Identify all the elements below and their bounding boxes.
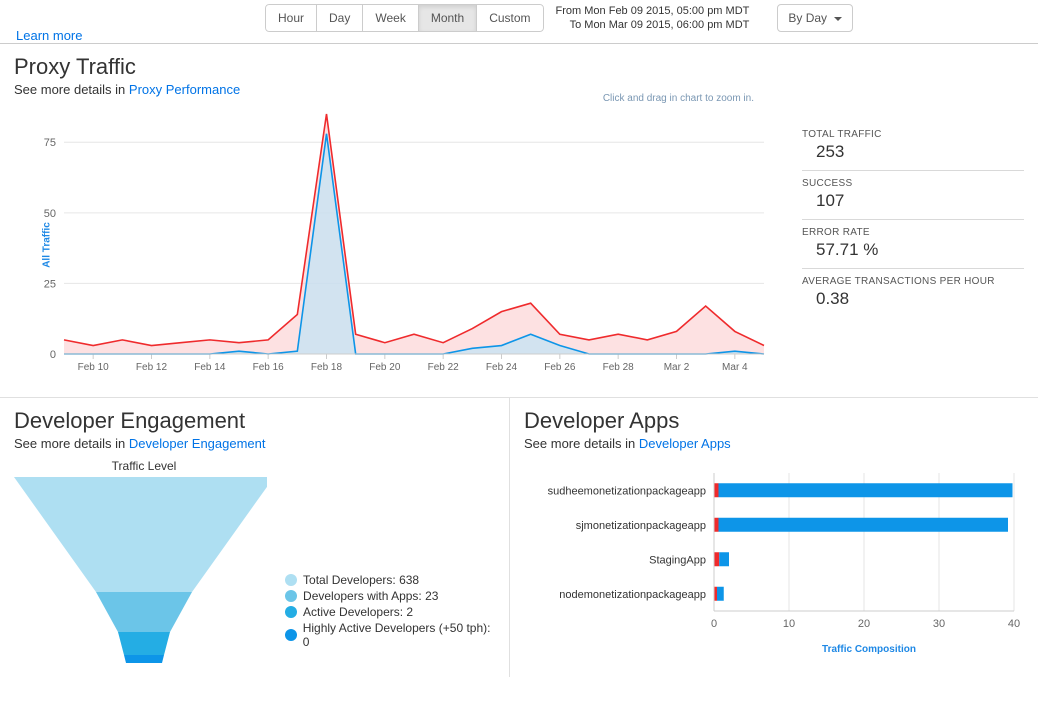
apps-seemore: See more details in Developer Apps xyxy=(524,436,1024,451)
apps-seemore-prefix: See more details in xyxy=(524,436,639,451)
legend-swatch xyxy=(285,629,297,641)
byday-label: By Day xyxy=(788,11,827,25)
granularity-selector: By Day xyxy=(777,4,853,32)
proxy-seemore-prefix: See more details in xyxy=(14,82,129,97)
stat-label: TOTAL TRAFFIC xyxy=(802,129,1024,140)
engagement-title: Developer Engagement xyxy=(14,408,495,434)
svg-text:sudheemonetizationpackageapp: sudheemonetizationpackageapp xyxy=(548,485,706,497)
legend-label: Highly Active Developers (+50 tph): 0 xyxy=(303,621,495,649)
date-to: Mon Mar 09 2015, 06:00 pm MDT xyxy=(584,19,749,31)
svg-text:Feb 20: Feb 20 xyxy=(369,362,401,373)
svg-text:40: 40 xyxy=(1008,618,1020,630)
legend-swatch xyxy=(285,574,297,586)
svg-text:50: 50 xyxy=(44,207,56,219)
legend-swatch xyxy=(285,590,297,602)
stat-block: SUCCESS 107 xyxy=(802,170,1024,219)
date-to-label: To xyxy=(570,19,582,31)
svg-text:75: 75 xyxy=(44,137,56,149)
apps-chart-container: 0 10 20 30 40 sudheemonetizationpackageapp sjm… xyxy=(524,451,1024,655)
proxy-stats: TOTAL TRAFFIC 253 SUCCESS 107 ERROR RATE 57.7… xyxy=(784,104,1024,387)
stat-block: AVERAGE TRANSACTIONS PER HOUR 0.38 xyxy=(802,268,1024,317)
stat-label: SUCCESS xyxy=(802,178,1024,189)
svg-text:Feb 22: Feb 22 xyxy=(428,362,460,373)
topbar: Learn more HourDayWeekMonthCustom From M… xyxy=(0,0,1038,44)
range-hour-button[interactable]: Hour xyxy=(265,4,317,32)
proxy-performance-link[interactable]: Proxy Performance xyxy=(129,82,240,97)
apps-link[interactable]: Developer Apps xyxy=(639,436,731,451)
proxy-traffic-chart[interactable]: 0 25 50 75 Feb 10 Feb 12 Feb 14 Feb 16 Feb 18 Feb… xyxy=(14,104,774,384)
svg-text:Feb 10: Feb 10 xyxy=(78,362,110,373)
apps-xaxis-title: Traffic Composition xyxy=(524,644,1024,655)
proxy-title: Proxy Traffic xyxy=(14,54,1024,80)
funnel-title: Traffic Level xyxy=(14,459,274,473)
svg-text:0: 0 xyxy=(711,618,717,630)
proxy-traffic-section: Proxy Traffic See more details in Proxy … xyxy=(0,44,1038,397)
engagement-seemore-prefix: See more details in xyxy=(14,436,129,451)
svg-text:Feb 14: Feb 14 xyxy=(194,362,226,373)
legend-item: Highly Active Developers (+50 tph): 0 xyxy=(285,621,495,649)
engagement-funnel-chart[interactable] xyxy=(14,477,267,667)
legend-swatch xyxy=(285,606,297,618)
stat-value: 107 xyxy=(802,191,1024,211)
svg-text:10: 10 xyxy=(783,618,795,630)
svg-text:25: 25 xyxy=(44,278,56,290)
svg-text:Feb 18: Feb 18 xyxy=(311,362,343,373)
apps-title: Developer Apps xyxy=(524,408,1024,434)
svg-text:Feb 24: Feb 24 xyxy=(486,362,518,373)
svg-text:Feb 26: Feb 26 xyxy=(544,362,576,373)
svg-text:Feb 16: Feb 16 xyxy=(253,362,285,373)
svg-text:Feb 12: Feb 12 xyxy=(136,362,168,373)
stat-block: ERROR RATE 57.71 % xyxy=(802,219,1024,268)
svg-text:sjmonetizationpackageapp: sjmonetizationpackageapp xyxy=(576,519,706,531)
date-from-label: From xyxy=(556,5,582,17)
funnel-wrap: Total Developers: 638 Developers with App… xyxy=(14,477,495,667)
range-week-button[interactable]: Week xyxy=(362,4,418,32)
engagement-seemore: See more details in Developer Engagement xyxy=(14,436,495,451)
legend-item: Active Developers: 2 xyxy=(285,605,495,619)
stat-block: TOTAL TRAFFIC 253 xyxy=(802,122,1024,170)
legend-label: Developers with Apps: 23 xyxy=(303,589,438,603)
stat-label: AVERAGE TRANSACTIONS PER HOUR xyxy=(802,276,1024,287)
stat-label: ERROR RATE xyxy=(802,227,1024,238)
engagement-link[interactable]: Developer Engagement xyxy=(129,436,266,451)
svg-text:30: 30 xyxy=(933,618,945,630)
svg-text:StagingApp: StagingApp xyxy=(649,554,706,566)
proxy-chart-container: All Traffic 0 25 50 75 Feb 10 Feb 12 Feb 14 Feb… xyxy=(14,104,784,387)
range-day-button[interactable]: Day xyxy=(316,4,363,32)
range-month-button[interactable]: Month xyxy=(418,4,477,32)
legend-item: Total Developers: 638 xyxy=(285,573,495,587)
stat-value: 57.71 % xyxy=(802,240,1024,260)
date-range-display: From Mon Feb 09 2015, 05:00 pm MDT To Mo… xyxy=(556,4,750,33)
legend-item: Developers with Apps: 23 xyxy=(285,589,495,603)
caret-down-icon xyxy=(834,17,842,21)
proxy-ylabel: All Traffic xyxy=(41,222,52,268)
funnel-legend: Total Developers: 638 Developers with App… xyxy=(285,571,495,651)
date-from: Mon Feb 09 2015, 05:00 pm MDT xyxy=(584,5,749,17)
legend-label: Total Developers: 638 xyxy=(303,573,419,587)
byday-button[interactable]: By Day xyxy=(777,4,853,32)
learn-more-link[interactable]: Learn more xyxy=(16,28,82,43)
stat-value: 253 xyxy=(802,142,1024,162)
legend-label: Active Developers: 2 xyxy=(303,605,413,619)
svg-text:20: 20 xyxy=(858,618,870,630)
stat-value: 0.38 xyxy=(802,289,1024,309)
svg-text:Mar 2: Mar 2 xyxy=(664,362,690,373)
svg-text:Mar 4: Mar 4 xyxy=(722,362,748,373)
time-range-group: HourDayWeekMonthCustom xyxy=(265,4,544,32)
svg-text:0: 0 xyxy=(50,349,56,361)
svg-text:Feb 28: Feb 28 xyxy=(603,362,635,373)
range-custom-button[interactable]: Custom xyxy=(476,4,543,32)
apps-panel: Developer Apps See more details in Devel… xyxy=(509,398,1038,677)
engagement-panel: Developer Engagement See more details in… xyxy=(0,398,509,677)
svg-text:nodemonetizationpackageapp: nodemonetizationpackageapp xyxy=(559,588,706,600)
lower-panels: Developer Engagement See more details in… xyxy=(0,397,1038,677)
apps-bar-chart[interactable]: 0 10 20 30 40 sudheemonetizationpackageapp sjm… xyxy=(524,467,1024,637)
